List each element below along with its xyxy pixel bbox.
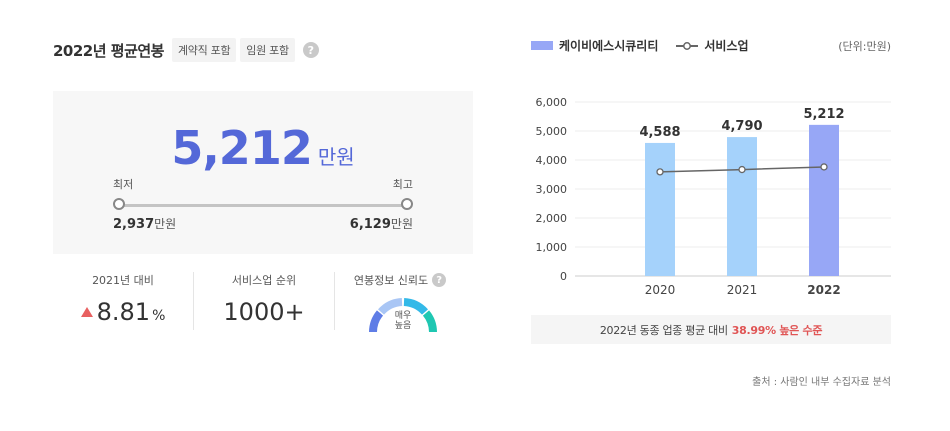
yoy-value: 8.81 <box>96 298 151 326</box>
min-salary-value: 2,937 <box>113 217 155 232</box>
rank-value: 1000+ <box>223 298 305 326</box>
trust-level-line1: 매우 <box>394 311 412 321</box>
yoy-unit: % <box>152 308 166 324</box>
y-tick-label: 0 <box>560 270 567 283</box>
x-tick-label: 2022 <box>807 283 840 297</box>
legend-industry: 서비스업 <box>704 39 749 53</box>
y-tick-label: 3,000 <box>536 183 568 196</box>
min-label: 최저 <box>113 178 134 191</box>
y-tick-label: 5,000 <box>536 125 568 138</box>
min-salary: 2,937만원 <box>113 215 176 232</box>
bar <box>727 137 757 276</box>
average-salary-box: 5,212 만원 최저 최고 2,937만원 6,129만원 <box>53 91 473 254</box>
source-note: 출처 : 사람인 내부 수집자료 분석 <box>752 377 891 388</box>
trust-stat: 연봉정보 신뢰도 ? <box>335 272 465 288</box>
unit-note: (단위:만원) <box>838 40 891 53</box>
bar-value-label: 5,212 <box>803 107 844 122</box>
rank-stat: 서비스업 순위 1000+ <box>194 272 334 326</box>
up-arrow-icon <box>80 307 93 317</box>
min-salary-unit: 만원 <box>154 217 177 231</box>
yoy-stat: 2021년 대비 8.81 % <box>53 272 193 326</box>
bar <box>809 124 839 277</box>
comparison-highlight: 38.99% 높은 수준 <box>731 323 823 337</box>
rank-label: 서비스업 순위 <box>231 274 297 287</box>
tag-contract-included: 계약직 포함 <box>171 38 237 62</box>
stat-divider <box>334 272 335 330</box>
bar <box>645 142 675 276</box>
y-tick-label: 6,000 <box>536 96 568 109</box>
industry-comparison: 2022년 동종 업종 평균 대비 38.99% 높은 수준 <box>531 315 891 344</box>
trust-gauge <box>369 298 437 333</box>
comparison-text: 2022년 동종 업종 평균 대비 <box>599 323 728 337</box>
y-tick-label: 4,000 <box>536 154 568 167</box>
legend-bar-swatch <box>531 41 553 50</box>
trust-level-line2: 높음 <box>394 321 412 331</box>
max-salary: 6,129만원 <box>350 215 413 232</box>
industry-point <box>656 168 664 176</box>
range-min-dot <box>113 198 125 210</box>
max-label: 최고 <box>392 178 413 191</box>
stat-divider <box>193 272 194 330</box>
salary-header: 2022년 평균연봉 계약직 포함 임원 포함 ? <box>53 38 319 62</box>
tag-executive-included: 임원 포함 <box>240 38 295 62</box>
trust-help-icon[interactable]: ? <box>432 273 447 287</box>
industry-point <box>738 165 746 174</box>
average-salary-unit: 만원 <box>317 145 355 169</box>
salary-range-track <box>119 204 407 207</box>
average-salary-value: 5,212 <box>171 121 313 175</box>
x-tick-label: 2020 <box>645 283 676 297</box>
legend-line-swatch <box>676 41 699 50</box>
industry-point <box>820 163 828 171</box>
legend-company: 케이비에스시큐리티 <box>559 39 659 53</box>
page-title: 2022년 평균연봉 <box>53 41 164 60</box>
y-tick-label: 1,000 <box>536 241 568 254</box>
trust-level: 매우 높음 <box>385 311 421 331</box>
x-tick-label: 2021 <box>727 283 758 297</box>
average-salary: 5,212 만원 <box>53 121 473 175</box>
max-salary-unit: 만원 <box>390 217 413 231</box>
chart-legend: 케이비에스시큐리티 서비스업 <box>531 37 749 54</box>
y-tick-label: 2,000 <box>536 212 568 225</box>
range-max-dot <box>401 198 413 210</box>
bar-value-label: 4,790 <box>721 119 762 134</box>
trust-label: 연봉정보 신뢰도 <box>353 274 429 287</box>
yoy-label: 2021년 대비 <box>92 274 154 287</box>
bar-value-label: 4,588 <box>639 125 680 140</box>
max-salary-value: 6,129 <box>349 217 391 232</box>
help-icon[interactable]: ? <box>302 42 319 58</box>
